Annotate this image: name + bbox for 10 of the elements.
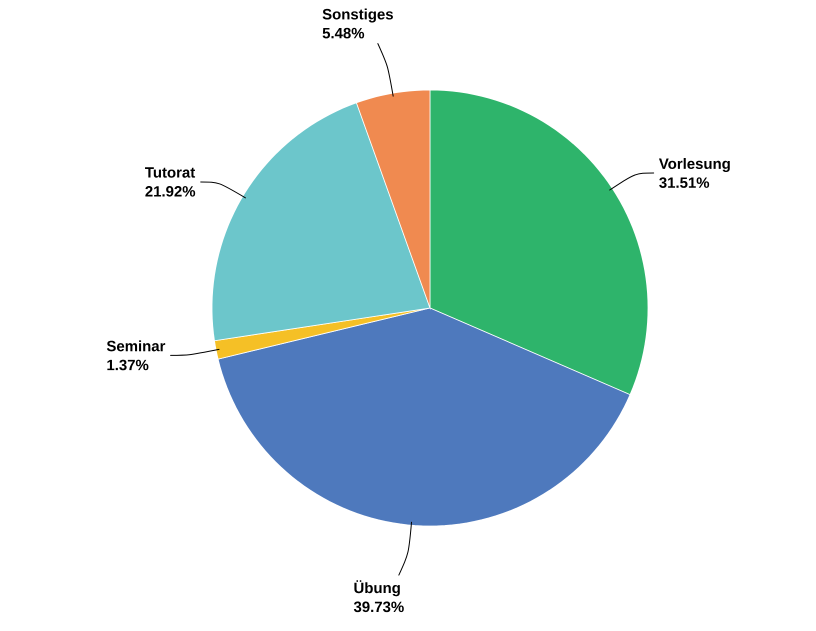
data-label: 39.73% xyxy=(354,602,404,612)
slice-label: Übung xyxy=(354,580,400,596)
data-label: 1.37% xyxy=(107,360,148,370)
slice-label: Tutorat xyxy=(145,167,196,178)
data-label: 5.48% xyxy=(322,28,364,38)
slice-label: Vorlesung xyxy=(658,158,730,172)
data-label: 31.51% xyxy=(659,177,710,188)
slice-label: Seminar xyxy=(106,340,166,352)
data-label: 21.92% xyxy=(145,186,196,197)
slice-label: Sonstiges xyxy=(322,8,393,23)
